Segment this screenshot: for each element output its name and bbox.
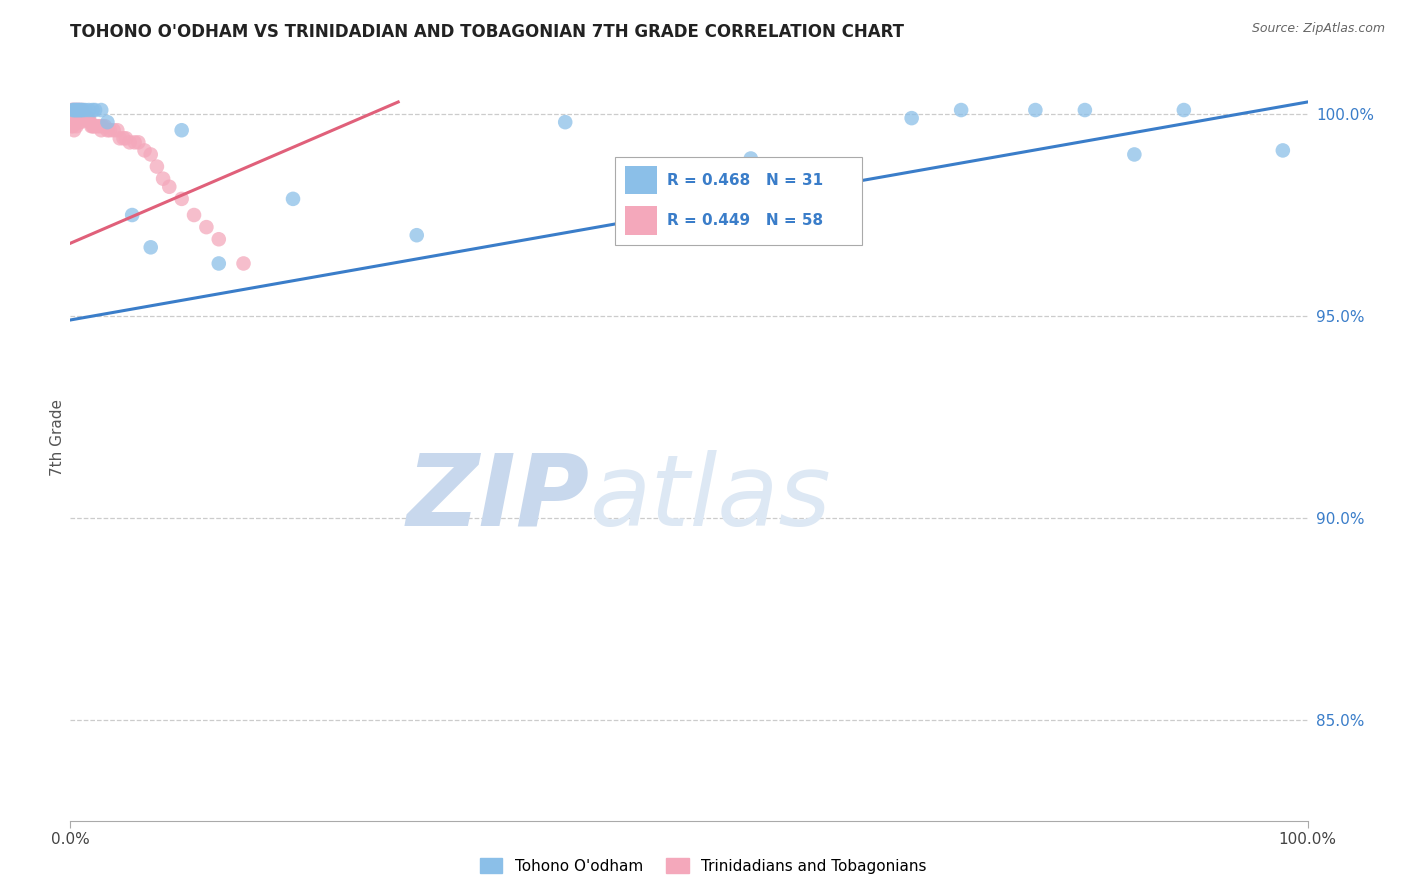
Point bbox=[127, 136, 149, 150]
Point bbox=[62, 103, 84, 117]
Point bbox=[60, 111, 83, 125]
Point bbox=[84, 103, 107, 117]
Point bbox=[112, 131, 135, 145]
Point bbox=[62, 119, 84, 133]
Point bbox=[1173, 103, 1195, 117]
Point bbox=[60, 103, 83, 117]
Point bbox=[72, 111, 94, 125]
Point bbox=[96, 123, 118, 137]
Point bbox=[63, 123, 86, 137]
Text: ZIP: ZIP bbox=[406, 450, 591, 547]
Point bbox=[554, 115, 576, 129]
Point bbox=[65, 103, 87, 117]
Point bbox=[65, 115, 87, 129]
Point bbox=[65, 103, 87, 117]
Text: Source: ZipAtlas.com: Source: ZipAtlas.com bbox=[1251, 22, 1385, 36]
Point bbox=[195, 220, 218, 235]
Point bbox=[70, 111, 93, 125]
Point bbox=[208, 256, 231, 270]
Point bbox=[69, 115, 91, 129]
Point bbox=[66, 103, 89, 117]
Point bbox=[65, 119, 87, 133]
Point bbox=[62, 103, 84, 117]
Text: atlas: atlas bbox=[591, 450, 831, 547]
Point bbox=[67, 115, 90, 129]
Point bbox=[108, 131, 131, 145]
Point bbox=[65, 103, 87, 117]
Point bbox=[170, 192, 193, 206]
Point bbox=[63, 103, 86, 117]
Point bbox=[72, 103, 94, 117]
Point bbox=[90, 103, 112, 117]
Point bbox=[82, 119, 104, 133]
Point bbox=[157, 179, 180, 194]
Point bbox=[66, 111, 89, 125]
Point bbox=[94, 119, 117, 133]
Point bbox=[75, 111, 97, 125]
Point bbox=[146, 160, 169, 174]
Point bbox=[75, 111, 97, 125]
Point bbox=[152, 171, 174, 186]
Point bbox=[69, 103, 91, 117]
Point bbox=[62, 111, 84, 125]
Point bbox=[90, 123, 112, 137]
Point bbox=[63, 103, 86, 117]
Point bbox=[67, 103, 90, 117]
Point bbox=[89, 119, 111, 133]
Point bbox=[115, 131, 138, 145]
Point bbox=[827, 195, 849, 210]
Point bbox=[65, 103, 87, 117]
Point bbox=[740, 152, 762, 166]
Point bbox=[208, 232, 231, 246]
Point bbox=[91, 119, 114, 133]
Y-axis label: 7th Grade: 7th Grade bbox=[49, 399, 65, 475]
Text: TOHONO O'ODHAM VS TRINIDADIAN AND TOBAGONIAN 7TH GRADE CORRELATION CHART: TOHONO O'ODHAM VS TRINIDADIAN AND TOBAGO… bbox=[70, 23, 904, 41]
Point bbox=[134, 144, 156, 158]
Point bbox=[80, 119, 103, 133]
Point bbox=[139, 147, 162, 161]
Point bbox=[96, 115, 118, 129]
Point bbox=[118, 136, 141, 150]
Point bbox=[1271, 144, 1294, 158]
Point bbox=[124, 136, 146, 150]
Point bbox=[65, 111, 87, 125]
Point bbox=[405, 228, 427, 243]
Point bbox=[281, 192, 304, 206]
Point bbox=[79, 115, 101, 129]
Point bbox=[73, 111, 96, 125]
Point bbox=[1123, 147, 1146, 161]
Point bbox=[84, 119, 107, 133]
Point bbox=[72, 103, 94, 117]
Point bbox=[77, 111, 100, 125]
Point bbox=[1024, 103, 1046, 117]
Point bbox=[69, 103, 91, 117]
Point bbox=[105, 123, 128, 137]
Point bbox=[121, 208, 143, 222]
Point bbox=[183, 208, 205, 222]
Point bbox=[60, 119, 83, 133]
Point bbox=[1074, 103, 1097, 117]
Legend: Tohono O'odham, Trinidadians and Tobagonians: Tohono O'odham, Trinidadians and Tobagon… bbox=[474, 852, 932, 880]
Point bbox=[83, 119, 105, 133]
Point bbox=[77, 103, 100, 117]
Point bbox=[67, 103, 90, 117]
Point bbox=[103, 123, 125, 137]
Point bbox=[98, 123, 121, 137]
Point bbox=[82, 103, 104, 117]
Point bbox=[63, 111, 86, 125]
Point bbox=[950, 103, 973, 117]
Point bbox=[170, 123, 193, 137]
Point bbox=[86, 119, 108, 133]
Point bbox=[232, 256, 254, 270]
Point bbox=[70, 103, 93, 117]
Point bbox=[75, 103, 97, 117]
Point bbox=[900, 111, 922, 125]
Point bbox=[76, 111, 98, 125]
Point bbox=[139, 240, 162, 254]
Point bbox=[66, 103, 89, 117]
